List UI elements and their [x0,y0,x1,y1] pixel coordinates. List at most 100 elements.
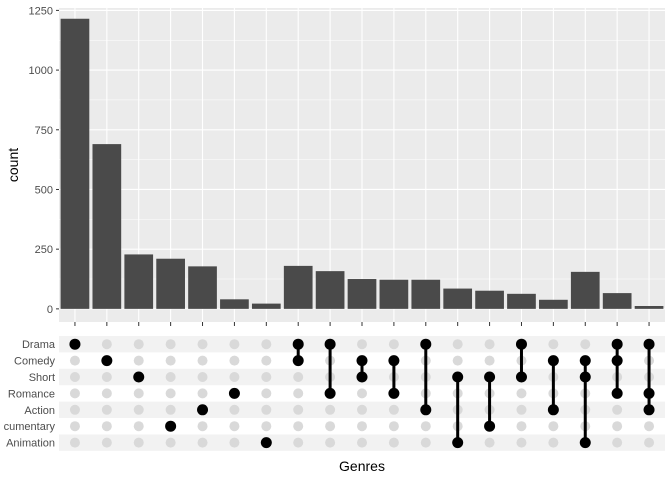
matrix-dot-filled [356,371,368,383]
set-label: cumentary [4,421,56,433]
bar [634,306,664,309]
matrix-dot-filled [643,338,655,350]
matrix-dot-empty [548,339,559,350]
matrix-dot-empty [293,437,304,448]
grid-lines [59,8,665,322]
matrix-dot-empty [357,421,367,432]
matrix-dot-empty [133,388,144,399]
y-tick-label: 1250 [29,5,53,17]
matrix-dot-empty [325,437,336,448]
bar [156,258,185,309]
matrix-dot-empty [101,437,112,448]
matrix-dot-empty [261,404,272,415]
matrix-dot-filled [388,355,400,367]
matrix-dot-empty [197,437,208,448]
matrix-dot-filled [420,404,432,416]
matrix-dot-empty [165,437,176,448]
bar [220,299,249,309]
matrix-dot-filled [643,387,655,399]
matrix-dot-empty [580,339,591,350]
matrix-dot-empty [101,372,112,382]
bar [411,279,441,309]
bar [92,144,122,309]
bars [60,18,664,309]
matrix-dot-empty [69,355,80,366]
matrix-dot-empty [293,372,304,382]
matrix-dot-empty [261,355,272,366]
matrix-dot-empty [548,437,559,448]
y-axis-title: count [5,148,21,182]
matrix-dot-filled [324,387,336,399]
matrix-dot-empty [165,404,176,415]
matrix-dot-empty [644,437,655,448]
matrix-dot-empty [197,372,208,382]
matrix-dot-filled [165,420,177,432]
matrix-dot-empty [357,388,367,399]
matrix-dot-empty [197,355,208,366]
matrix-dot-filled [611,387,623,399]
matrix-dot-empty [261,339,272,350]
bar [60,18,90,309]
matrix-dot-empty [325,421,336,432]
matrix-dot-filled [452,437,464,449]
matrix-dot-filled [452,371,464,383]
bar [251,303,281,309]
bar [315,271,345,309]
bar [570,271,600,309]
matrix-dot-empty [516,388,527,399]
matrix-dot-filled [324,338,336,350]
x-axis-title: Genres [339,458,385,474]
bar [188,266,217,309]
matrix-dot-filled [515,338,527,350]
matrix-dot-empty [357,437,367,448]
matrix-dot-filled [515,371,527,383]
matrix-dot-empty [197,421,208,432]
matrix-dot-empty [293,421,304,432]
matrix-dot-filled [579,437,591,449]
matrix-dot-empty [229,437,240,448]
matrix-dot-empty [516,421,527,432]
matrix-dot-empty [484,355,495,366]
bar [507,293,536,309]
bar [539,299,568,309]
matrix-dot-empty [293,404,304,415]
matrix-dot-empty [229,339,240,350]
matrix-dot-filled [69,338,81,350]
matrix-dot-empty [101,404,112,415]
matrix-dot-empty [69,388,80,399]
bar [475,290,504,309]
matrix-dot-empty [133,339,144,350]
matrix-dot-filled [547,355,559,367]
matrix-dot-filled [484,420,496,432]
matrix-dot-empty [452,355,463,366]
intersection-matrix: Drama Comedy Short Romance Action cumentary An… [4,336,665,451]
matrix-dot-filled [101,355,113,367]
set-label: Drama [22,339,56,351]
matrix-dot-empty [261,388,272,399]
matrix-dot-empty [133,355,144,366]
matrix-dot-empty [197,339,208,350]
y-axis: 0 250 500 750 1000 1250 [29,5,59,316]
matrix-dot-empty [69,437,80,448]
matrix-dot-empty [484,339,495,350]
matrix-dot-empty [516,404,527,415]
matrix-dot-filled [611,355,623,367]
set-label: Romance [8,388,55,400]
matrix-dot-filled [292,355,304,367]
matrix-dot-empty [165,372,176,382]
matrix-dot-empty [101,388,112,399]
matrix-dot-filled [260,437,272,449]
matrix-dot-empty [229,421,240,432]
matrix-dot-empty [69,372,80,382]
matrix-dot-empty [612,421,623,432]
matrix-dot-empty [388,404,399,415]
set-label: Short [29,372,55,384]
matrix-dot-empty [165,355,176,366]
matrix-dot-empty [644,421,655,432]
bar [124,254,154,309]
y-tick-label: 500 [35,184,53,196]
matrix-dot-filled [547,404,559,416]
matrix-dot-empty [229,404,240,415]
bar [443,288,473,309]
